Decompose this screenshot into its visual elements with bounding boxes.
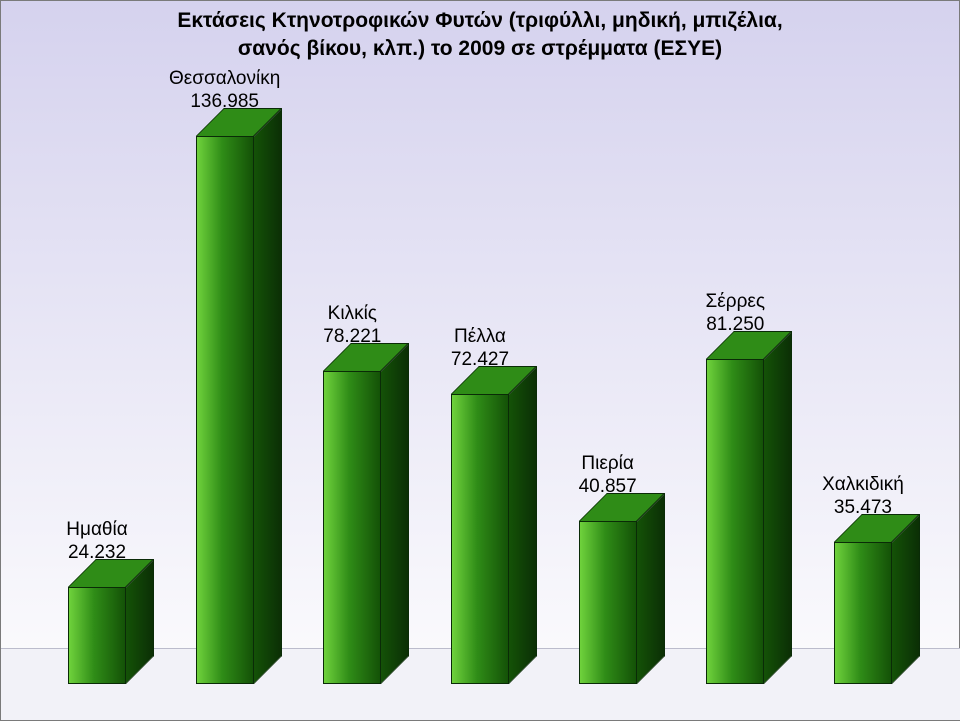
bar-label: Χαλκιδική 35.473	[753, 474, 960, 520]
bar-front-face	[706, 359, 764, 684]
bar-kilkis: Κιλκίς 78.221	[312, 371, 392, 684]
bars-area: Ημαθία 24.232 Θεσσαλονίκη 136.985 Κιλκίς…	[1, 124, 959, 684]
bar-side-face	[509, 366, 537, 684]
bar-front-face	[323, 371, 381, 684]
bar-chalkidiki: Χαλκιδική 35.473	[823, 542, 903, 684]
chart-title: Εκτάσεις Κτηνοτροφικών Φυτών (τριφύλλι, …	[1, 7, 959, 64]
bar-3d	[323, 371, 381, 684]
bar-side-face	[381, 343, 409, 684]
bar-3d	[706, 359, 764, 684]
bar-serres: Σέρρες 81.250	[695, 359, 775, 684]
bar-3d	[834, 542, 892, 684]
bar-side-face	[892, 514, 920, 684]
bar-front-face	[68, 587, 126, 684]
bar-front-face	[579, 521, 637, 684]
bar-thessaloniki: Θεσσαλονίκη 136.985	[185, 136, 265, 684]
bar-3d	[196, 136, 254, 684]
bar-3d	[451, 394, 509, 684]
chart-panel: Εκτάσεις Κτηνοτροφικών Φυτών (τριφύλλι, …	[0, 0, 960, 721]
bar-3d	[68, 587, 126, 684]
bar-front-face	[196, 136, 254, 684]
bar-pieria: Πιερία 40.857	[568, 521, 648, 684]
bar-imathia: Ημαθία 24.232	[57, 587, 137, 684]
bar-front-face	[451, 394, 509, 684]
bar-pella: Πέλλα 72.427	[440, 394, 520, 684]
bar-side-face	[254, 108, 282, 684]
bar-side-face	[637, 493, 665, 684]
bar-3d	[579, 521, 637, 684]
bar-front-face	[834, 542, 892, 684]
